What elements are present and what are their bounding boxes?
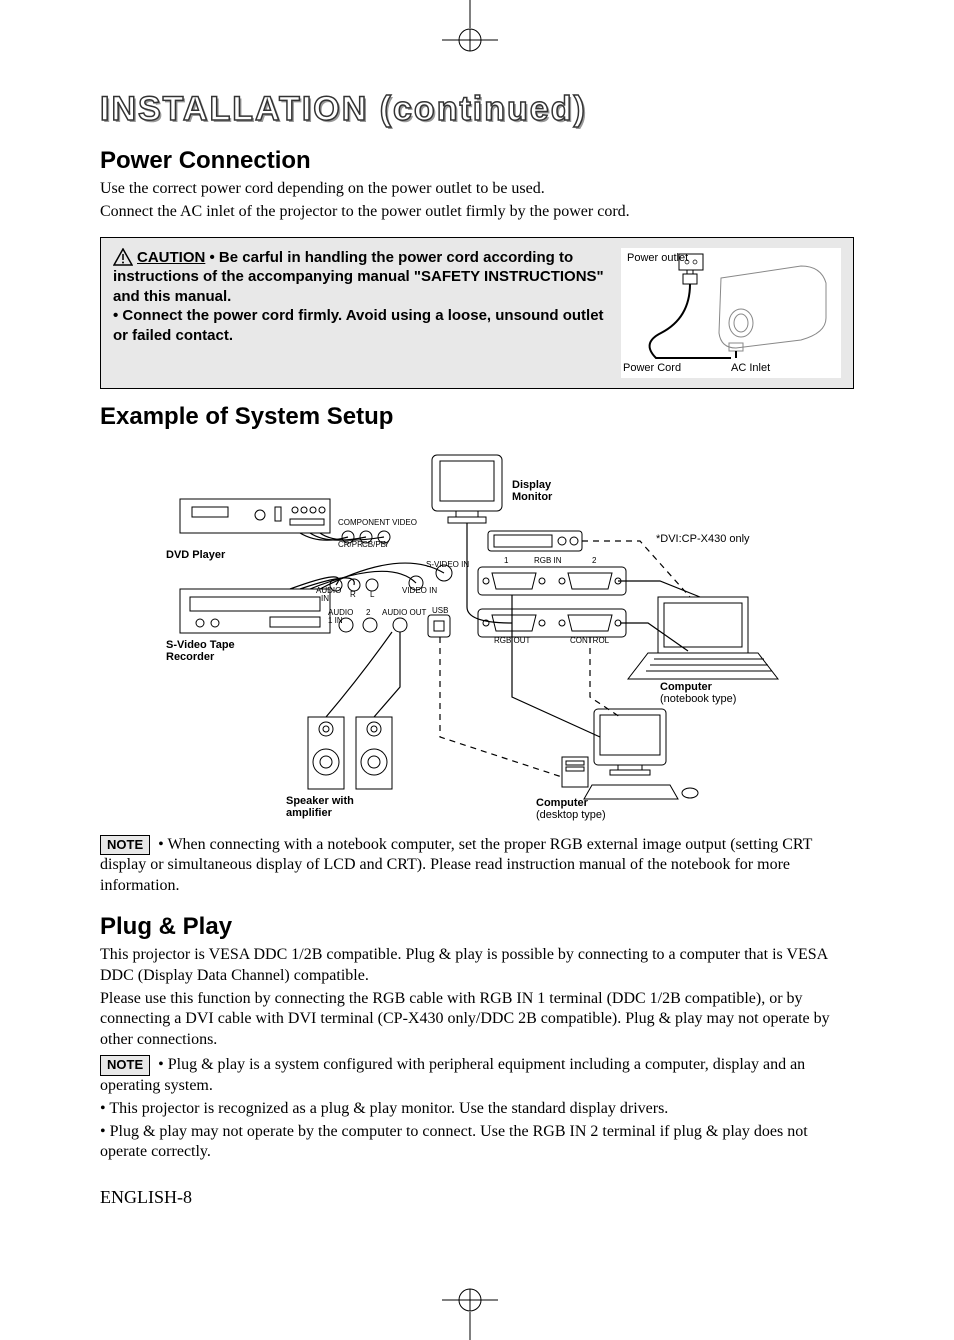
label-rgb-in: RGB IN (534, 557, 562, 566)
label-dvi-note: *DVI:CP-X430 only (656, 533, 750, 545)
page-title: INSTALLATION (continued) (100, 90, 854, 129)
label-speaker-n: amplifier (286, 807, 332, 819)
plug-heading: Plug & Play (100, 913, 854, 941)
label-audio2: 2 (366, 609, 370, 618)
label-cbpb: CB/PB (362, 541, 386, 550)
label-notebook-b: Computer (660, 681, 712, 693)
label-desktop-n: (desktop type) (536, 809, 606, 821)
caution-t2: • Connect the power cord firmly. Avoid u… (113, 307, 604, 344)
plug-p2: Please use this function by connecting t… (100, 989, 854, 1051)
label-display: Display Monitor (512, 479, 572, 503)
plug-note1: • Plug & play is a system configured wit… (100, 1056, 805, 1094)
note-tag-1: NOTE (100, 835, 150, 856)
label-svideo: S-Video Tape Recorder (166, 639, 256, 663)
setup-heading: Example of System Setup (100, 403, 854, 431)
power-heading: Power Connection (100, 147, 854, 175)
label-desktop-b: Computer (536, 797, 588, 809)
setup-note: • When connecting with a notebook comput… (100, 836, 812, 895)
plug-p1: This projector is VESA DDC 1/2B compatib… (100, 945, 854, 987)
label-y: Y (384, 541, 389, 550)
caution-label: CAUTION (137, 249, 205, 266)
label-svideo-in: S-VIDEO IN (426, 561, 469, 570)
label-ac-inlet: AC Inlet (731, 362, 770, 374)
label-dvd: DVD Player (166, 549, 225, 561)
label-power-cord: Power Cord (623, 362, 681, 374)
label-rgb1: 1 (504, 557, 508, 566)
label-l: L (370, 591, 374, 600)
label-audio-in: AUDIO IN (316, 587, 334, 603)
plug-note-p: NOTE • Plug & play is a system configure… (100, 1055, 854, 1097)
label-usb: USB (432, 607, 448, 616)
label-notebook-n: (notebook type) (660, 693, 736, 705)
caution-box: CAUTION • Be carful in handling the powe… (100, 237, 854, 389)
label-power-outlet: Power outlet (627, 252, 688, 264)
label-r: R (350, 591, 356, 600)
setup-diagram: DVD Player S-Video Tape Recorder Display… (100, 437, 854, 827)
power-diagram-svg (621, 248, 841, 378)
label-speaker-b: Speaker with (286, 795, 354, 807)
setup-diagram-svg (100, 437, 860, 827)
setup-note-p: NOTE • When connecting with a notebook c… (100, 835, 854, 897)
caution-text: CAUTION • Be carful in handling the powe… (113, 248, 611, 378)
label-crpr: CR/PR (338, 541, 363, 550)
power-diagram: Power outlet Power Cord AC Inlet (621, 248, 841, 378)
label-component: COMPONENT VIDEO (338, 519, 417, 528)
warning-icon (113, 248, 133, 266)
plug-note3: • Plug & play may not operate by the com… (100, 1122, 854, 1164)
label-rgb2: 2 (592, 557, 596, 566)
label-video-in: VIDEO IN (402, 587, 437, 596)
power-p1: Use the correct power cord depending on … (100, 179, 854, 200)
label-audio1: AUDIO 1 IN (328, 609, 358, 625)
note-tag-2: NOTE (100, 1055, 150, 1076)
label-control: CONTROL (570, 637, 609, 646)
page-footer: ENGLISH-8 (100, 1187, 854, 1208)
power-p2: Connect the AC inlet of the projector to… (100, 202, 854, 223)
label-audio-out: AUDIO OUT (382, 609, 426, 618)
crop-mark-bottom-icon (430, 1280, 510, 1340)
plug-note2: • This projector is recognized as a plug… (100, 1099, 854, 1120)
label-rgb-out: RGB OUT (494, 637, 530, 646)
